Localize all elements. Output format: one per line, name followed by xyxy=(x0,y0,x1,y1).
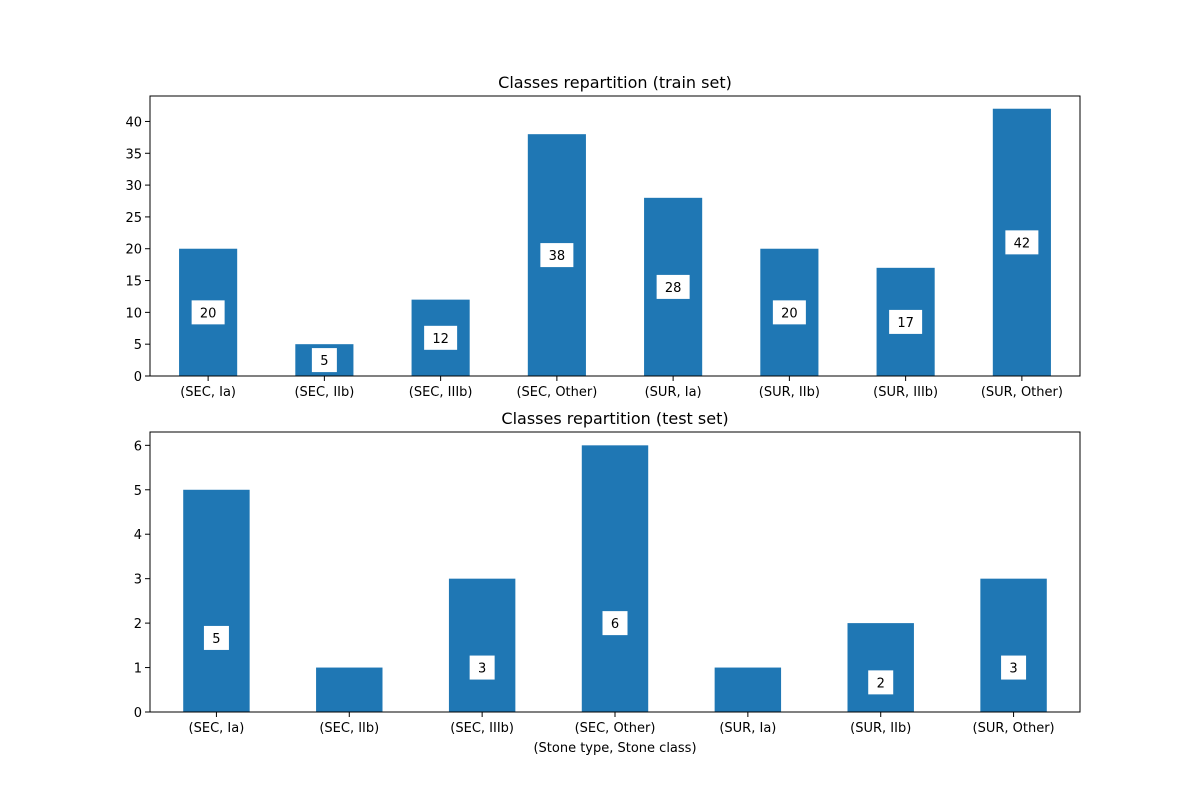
x-tick-label: (SUR, Other) xyxy=(981,385,1063,400)
y-tick-label: 3 xyxy=(134,573,142,588)
bar xyxy=(847,623,914,712)
data-label-box xyxy=(868,670,894,695)
data-label-box xyxy=(656,274,690,299)
y-tick-label: 40 xyxy=(125,115,142,130)
y-tick-label: 4 xyxy=(134,528,142,543)
data-label: 2 xyxy=(877,676,885,691)
x-tick-label: (SEC, IIb) xyxy=(319,721,379,736)
bar xyxy=(448,578,516,712)
x-axis-label: (Stone type, Stone class) xyxy=(533,741,696,756)
data-label-box xyxy=(203,625,229,650)
x-tick-label: (SEC, IIb) xyxy=(294,385,354,400)
chart-title: Classes repartition (train set) xyxy=(498,73,732,92)
y-tick-label: 6 xyxy=(134,439,142,454)
x-tick-label: (SEC, Ia) xyxy=(189,721,245,736)
x-tick-label: (SEC, Other) xyxy=(575,721,656,736)
bar xyxy=(183,489,250,712)
data-label-box xyxy=(1001,655,1027,680)
y-tick-label: 30 xyxy=(125,179,142,194)
data-label: 17 xyxy=(897,316,914,331)
bar xyxy=(316,667,383,712)
y-tick-label: 0 xyxy=(134,706,142,721)
y-tick-label: 1 xyxy=(134,662,142,677)
data-label-box xyxy=(469,655,495,680)
bar xyxy=(581,445,649,712)
y-tick-label: 35 xyxy=(125,147,142,162)
data-label-box xyxy=(311,348,337,373)
data-label: 6 xyxy=(611,617,619,632)
data-label: 38 xyxy=(549,249,566,264)
y-tick-label: 0 xyxy=(134,370,142,385)
x-tick-label: (SUR, IIb) xyxy=(850,721,911,736)
x-tick-label: (SUR, IIIb) xyxy=(873,385,938,400)
data-label-box xyxy=(889,309,923,334)
train-chart: Classes repartition (train set) 20 5 12 38 28… xyxy=(125,73,1081,400)
data-label: 28 xyxy=(665,281,682,296)
data-label: 42 xyxy=(1014,236,1031,251)
y-tick-label: 15 xyxy=(125,275,142,290)
y-tick-label: 10 xyxy=(125,306,142,321)
bar xyxy=(714,667,782,712)
data-label-box xyxy=(772,300,806,325)
data-label-box xyxy=(191,300,225,325)
x-tick-label: (SEC, IIIb) xyxy=(450,721,514,736)
x-tick-label: (SEC, Ia) xyxy=(180,385,236,400)
x-tick-label: (SEC, IIIb) xyxy=(409,385,473,400)
y-tick-label: 25 xyxy=(125,211,142,226)
x-tick-label: (SEC, Other) xyxy=(516,385,597,400)
y-tick-label: 2 xyxy=(134,617,142,632)
data-label: 3 xyxy=(478,662,486,677)
data-label-box xyxy=(424,325,458,350)
data-label-box xyxy=(540,243,574,268)
x-tick-label: (SUR, Other) xyxy=(973,721,1055,736)
chart-title: Classes repartition (test set) xyxy=(501,409,728,428)
data-label-box xyxy=(602,611,628,636)
data-label: 5 xyxy=(320,354,328,369)
x-tick-label: (SUR, IIb) xyxy=(759,385,820,400)
axes-frame xyxy=(149,95,1081,377)
data-label: 3 xyxy=(1009,662,1017,677)
y-tick-label: 5 xyxy=(134,338,142,353)
data-label: 20 xyxy=(781,306,798,321)
test-chart: Classes repartition (test set) 5 3 6 2 3 0 1 2 3 4… xyxy=(134,409,1081,756)
data-label: 12 xyxy=(432,332,449,347)
x-tick-label: (SUR, Ia) xyxy=(645,385,702,400)
data-label: 20 xyxy=(200,306,217,321)
y-tick-label: 20 xyxy=(125,243,142,258)
y-tick-label: 5 xyxy=(134,484,142,499)
data-label-box xyxy=(1005,230,1039,255)
bar xyxy=(980,578,1047,712)
data-label: 5 xyxy=(212,632,220,647)
x-tick-label: (SUR, Ia) xyxy=(719,721,776,736)
